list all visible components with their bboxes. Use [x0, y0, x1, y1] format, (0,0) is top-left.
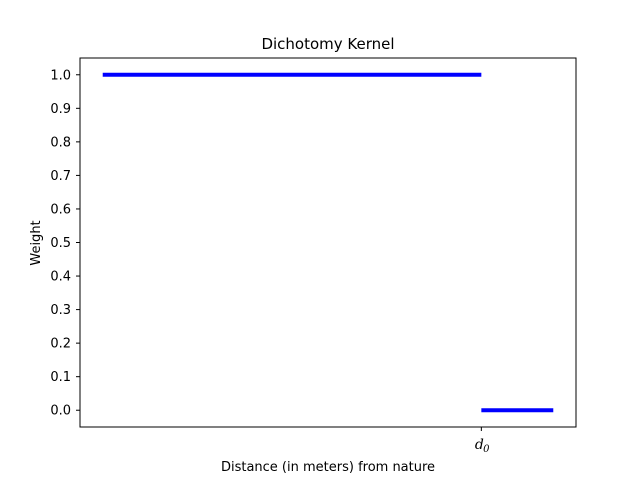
- y-tick-label: 0.0: [50, 404, 71, 419]
- x-tick-label: d: [475, 437, 484, 453]
- y-tick-label: 0.8: [50, 135, 71, 150]
- y-tick-label: 0.4: [50, 270, 71, 285]
- plot-area-frame: [79, 57, 577, 428]
- y-axis: 0.0 0.1 0.2 0.3 0.4 0.5 0.6 0.7 0.8 0.9 1.0: [50, 68, 80, 419]
- y-tick-label: 0.7: [50, 169, 71, 184]
- y-axis-label: Weight: [29, 220, 44, 265]
- y-tick-label: 0.1: [50, 370, 71, 385]
- chart-title: Dichotomy Kernel: [261, 35, 394, 53]
- y-tick-label: 0.3: [50, 303, 71, 318]
- x-axis-label: Distance (in meters) from nature: [221, 460, 435, 475]
- y-tick-label: 0.2: [50, 337, 71, 352]
- y-tick-label: 0.5: [50, 236, 71, 251]
- x-tick-subscript: 0: [483, 444, 490, 455]
- y-tick-label: 1.0: [50, 68, 71, 83]
- y-tick-label: 0.9: [50, 102, 71, 117]
- series-layer: [102, 72, 554, 413]
- y-tick-label: 0.6: [50, 202, 71, 217]
